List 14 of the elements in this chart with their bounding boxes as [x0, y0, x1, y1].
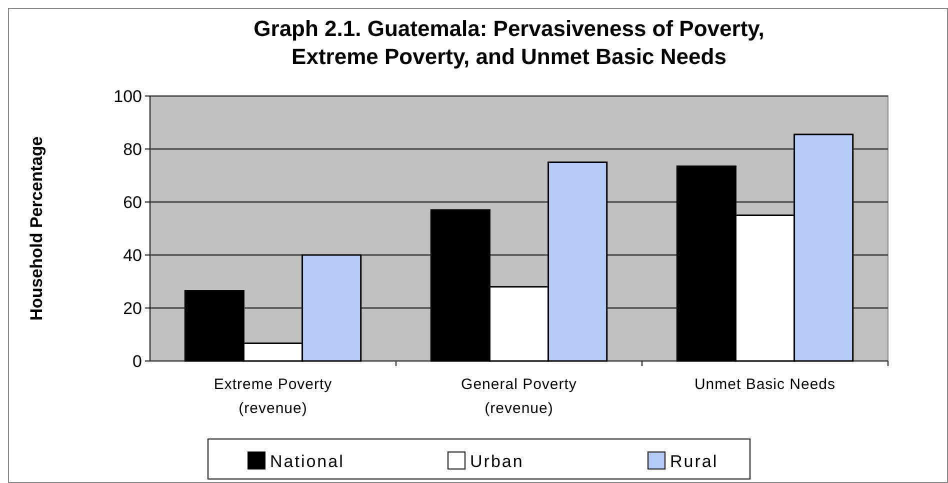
y-tick-label: 0: [132, 352, 142, 371]
y-tick-label: 20: [123, 298, 142, 318]
y-tick-label: 40: [123, 246, 142, 265]
y-tick-label: 60: [123, 192, 142, 212]
x-tick-label: Extreme Poverty (revenue): [214, 376, 332, 417]
legend-label: Urban: [470, 452, 524, 471]
y-tick-label: 80: [123, 140, 142, 159]
x-tick-label: Unmet Basic Needs: [694, 376, 836, 393]
legend-label: National: [270, 452, 344, 471]
y-axis-title: Household Percentage: [27, 136, 46, 321]
legend-label: Rural: [670, 452, 718, 471]
chart-title: Graph 2.1. Guatemala: Pervasiveness of Poverty, Extreme Poverty, and Unmet Basic Needs: [254, 16, 764, 69]
x-tick-label: General Poverty (revenue): [461, 376, 577, 417]
y-tick-label: 100: [114, 86, 142, 106]
